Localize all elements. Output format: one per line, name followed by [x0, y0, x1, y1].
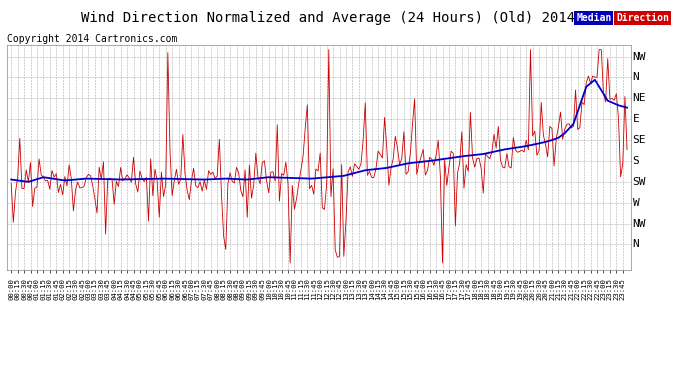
Text: Wind Direction Normalized and Average (24 Hours) (Old) 20140519: Wind Direction Normalized and Average (2…	[81, 11, 609, 25]
Text: N: N	[633, 240, 640, 249]
Text: NW: NW	[633, 219, 646, 229]
Text: E: E	[633, 114, 640, 124]
Text: Direction: Direction	[616, 13, 669, 23]
Text: NE: NE	[633, 93, 646, 104]
Text: SW: SW	[633, 177, 646, 187]
Text: N: N	[633, 72, 640, 82]
Text: SE: SE	[633, 135, 646, 145]
Text: W: W	[633, 198, 640, 208]
Text: NW: NW	[633, 52, 646, 62]
Text: Median: Median	[576, 13, 611, 23]
Text: Copyright 2014 Cartronics.com: Copyright 2014 Cartronics.com	[7, 34, 177, 44]
Text: S: S	[633, 156, 640, 166]
